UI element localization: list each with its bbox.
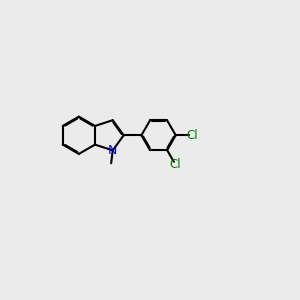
Text: N: N	[108, 144, 117, 157]
Text: Cl: Cl	[170, 158, 182, 171]
Text: Cl: Cl	[187, 129, 198, 142]
